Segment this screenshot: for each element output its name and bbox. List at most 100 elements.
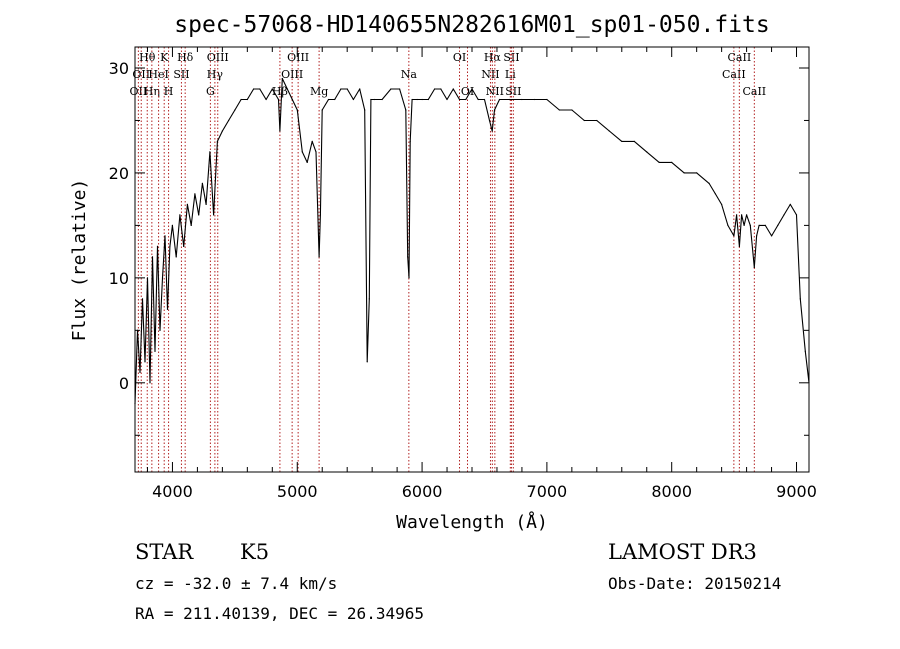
x-tick-label-9000: 9000 xyxy=(776,482,817,501)
data-point-0-62 xyxy=(390,88,392,90)
data-point-0-61 xyxy=(381,98,383,101)
line-marker-label-1: OII xyxy=(132,68,150,81)
x-tick-label-5000: 5000 xyxy=(277,482,318,501)
data-point-0-117 xyxy=(777,224,779,226)
data-point-0-8 xyxy=(154,350,156,352)
line-marker-label-26: CaII xyxy=(728,51,752,64)
data-point-0-23 xyxy=(201,182,203,184)
data-point-0-81 xyxy=(488,119,491,122)
data-point-0-34 xyxy=(259,88,261,90)
data-point-0-115 xyxy=(764,224,766,226)
data-point-0-98 xyxy=(671,161,673,163)
data-point-0-20 xyxy=(190,224,192,226)
line-marker-label-13: OIII xyxy=(281,68,303,81)
data-point-0-29 xyxy=(228,119,230,122)
data-point-0-12 xyxy=(164,235,166,237)
line-marker-label-10: Hγ xyxy=(207,68,224,81)
data-point-0-40 xyxy=(286,88,288,90)
plot-frame xyxy=(134,46,810,473)
line-marker-label-16: Na xyxy=(401,68,418,81)
data-point-0-49 xyxy=(321,109,323,111)
data-point-0-22 xyxy=(198,214,200,216)
data-point-0-38 xyxy=(279,130,281,132)
data-point-0-7 xyxy=(151,256,154,258)
data-point-0-19 xyxy=(186,203,188,205)
object-subclass: K5 xyxy=(240,540,270,564)
line-marker-label-4: HeI xyxy=(148,68,168,81)
data-point-0-5 xyxy=(146,277,149,279)
y-tick-label-10: 10 xyxy=(109,269,129,288)
data-point-0-109 xyxy=(743,224,745,226)
data-point-0-67 xyxy=(409,140,411,142)
line-marker-label-7: SII xyxy=(173,68,189,81)
data-point-0-27 xyxy=(216,140,218,142)
y-tick-label-0: 0 xyxy=(119,374,129,393)
data-point-0-52 xyxy=(340,88,342,90)
data-point-0-118 xyxy=(783,214,785,216)
data-point-0-10 xyxy=(159,329,161,331)
data-point-0-92 xyxy=(596,119,598,122)
data-point-0-113 xyxy=(756,235,758,237)
data-point-0-57 xyxy=(366,361,368,363)
data-point-0-17 xyxy=(179,214,181,216)
line-marker-label-17: OI xyxy=(453,51,466,64)
data-point-0-72 xyxy=(434,88,436,90)
data-point-0-41 xyxy=(291,98,293,101)
data-point-0-56 xyxy=(364,109,366,111)
data-point-0-64 xyxy=(405,109,407,111)
data-point-0-80 xyxy=(483,98,486,101)
line-marker-label-9: G xyxy=(206,85,215,98)
data-point-0-4 xyxy=(144,361,146,363)
data-point-0-88 xyxy=(546,98,548,101)
data-point-0-2 xyxy=(139,371,141,373)
data-point-0-14 xyxy=(169,245,171,247)
data-point-0-89 xyxy=(558,109,561,111)
data-point-0-18 xyxy=(183,245,185,247)
data-point-0-70 xyxy=(421,98,423,101)
data-point-0-73 xyxy=(440,88,442,90)
data-point-0-32 xyxy=(246,98,248,101)
data-point-0-122 xyxy=(804,350,806,352)
data-point-0-119 xyxy=(789,203,791,205)
line-marker-label-14: OIII xyxy=(287,51,309,64)
survey-name: LAMOST DR3 xyxy=(608,540,757,564)
x-tick-label-7000: 7000 xyxy=(527,482,568,501)
data-point-0-74 xyxy=(446,98,448,101)
data-point-0-75 xyxy=(452,88,454,90)
data-point-0-105 xyxy=(733,235,735,237)
data-point-0-3 xyxy=(141,298,144,300)
data-point-0-79 xyxy=(477,98,479,101)
data-point-0-51 xyxy=(334,98,336,101)
data-point-0-103 xyxy=(721,203,723,205)
data-point-0-58 xyxy=(368,298,370,300)
data-point-0-39 xyxy=(281,77,283,80)
data-point-0-21 xyxy=(194,193,196,195)
data-point-0-11 xyxy=(161,277,164,279)
data-point-0-48 xyxy=(319,214,321,216)
x-tick-label-4000: 4000 xyxy=(152,482,193,501)
data-point-0-45 xyxy=(311,140,313,142)
object-class: STAR xyxy=(135,540,194,564)
data-point-0-100 xyxy=(696,172,698,174)
data-point-0-54 xyxy=(352,98,354,101)
line-marker-label-23: SII xyxy=(503,51,519,64)
data-point-0-107 xyxy=(738,245,741,247)
data-point-0-55 xyxy=(359,88,361,90)
data-point-0-68 xyxy=(411,98,413,101)
data-point-0-121 xyxy=(799,298,801,300)
line-marker-label-19: NII xyxy=(481,68,499,81)
data-point-0-108 xyxy=(741,214,743,216)
data-point-0-111 xyxy=(749,224,751,226)
data-point-0-87 xyxy=(533,98,536,101)
data-point-0-99 xyxy=(683,172,685,174)
data-point-0-95 xyxy=(633,140,635,142)
data-point-0-65 xyxy=(407,256,409,258)
line-marker-label-5: K xyxy=(160,51,169,64)
data-point-0-86 xyxy=(521,98,523,101)
line-marker-label-24: SII xyxy=(505,85,521,98)
spectral-line-markers: OIIOIIHθHηHeIKHSIIHδGHγOIIIHβOIIIOIIIMgN… xyxy=(130,47,766,472)
data-point-0-13 xyxy=(166,308,169,310)
data-point-0-6 xyxy=(149,382,151,384)
data-point-0-30 xyxy=(234,109,236,111)
x-tick-label-8000: 8000 xyxy=(651,482,692,501)
